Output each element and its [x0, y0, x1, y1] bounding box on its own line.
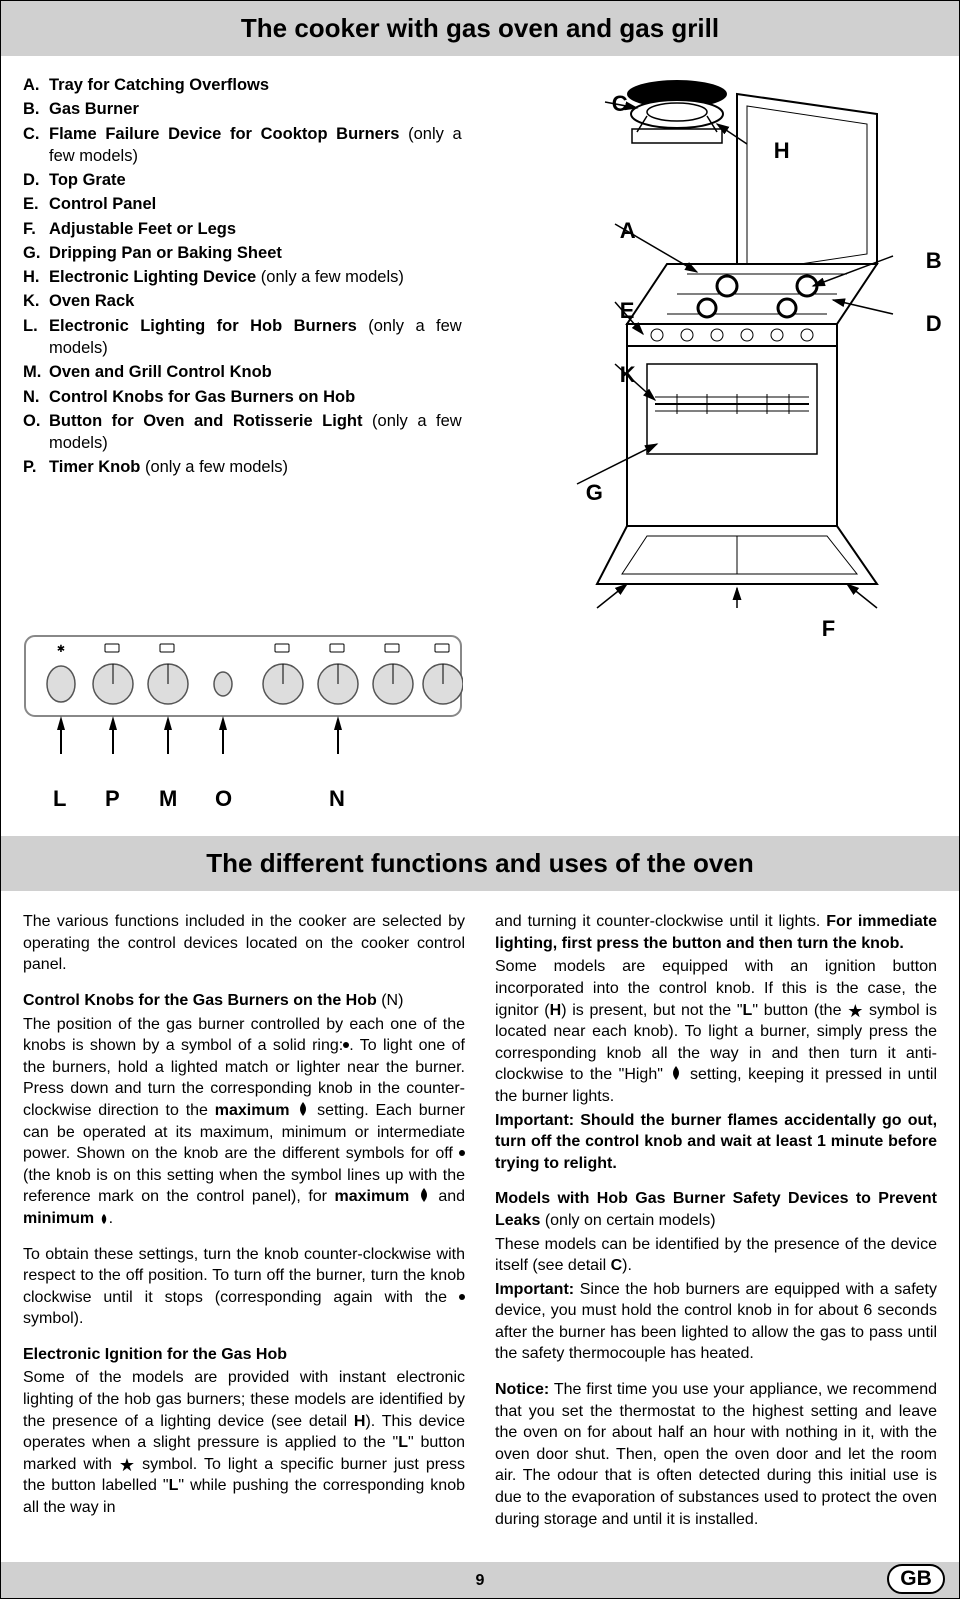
callout-l: L	[53, 784, 66, 814]
parts-row: N.Control Knobs for Gas Burners on Hob	[23, 386, 462, 408]
parts-desc: Flame Failure Device for Cooktop Burners…	[49, 123, 462, 168]
parts-desc: Control Knobs for Gas Burners on Hob	[49, 386, 462, 408]
parts-row: M.Oven and Grill Control Knob	[23, 361, 462, 383]
dot-icon	[459, 1294, 465, 1300]
parts-desc: Oven and Grill Control Knob	[49, 361, 462, 383]
flame-icon	[417, 1187, 431, 1203]
parts-desc: Oven Rack	[49, 290, 462, 312]
parts-label: B.	[23, 98, 49, 120]
parts-desc: Top Grate	[49, 169, 462, 191]
section-title-2: The different functions and uses of the …	[1, 846, 959, 881]
body-text: The various functions included in the co…	[1, 911, 959, 1544]
page-number: 9	[476, 1570, 485, 1592]
parts-label: H.	[23, 266, 49, 288]
parts-row: E.Control Panel	[23, 193, 462, 215]
parts-desc: Adjustable Feet or Legs	[49, 218, 462, 240]
title-bar-2: The different functions and uses of the …	[1, 836, 959, 891]
parts-label: D.	[23, 169, 49, 191]
cooker-svg	[537, 64, 917, 624]
parts-row: B.Gas Burner	[23, 98, 462, 120]
parts-label: P.	[23, 456, 49, 478]
p-knobs: The position of the gas burner controlle…	[23, 1014, 465, 1230]
title-bar-1: The cooker with gas oven and gas grill	[1, 1, 959, 56]
parts-row: O.Button for Oven and Rotisserie Light (…	[23, 410, 462, 455]
parts-label: F.	[23, 218, 49, 240]
callout-e: E	[620, 296, 635, 326]
callout-g: G	[586, 478, 603, 508]
control-panel-area: ✱ L P M O N	[1, 614, 959, 812]
p-ignitor: Some models are equipped with an ignitio…	[495, 956, 937, 1107]
parts-label: C.	[23, 123, 49, 168]
parts-row: H.Electronic Lighting Device (only a few…	[23, 266, 462, 288]
parts-list: A.Tray for Catching OverflowsB.Gas Burne…	[23, 74, 462, 614]
parts-label: G.	[23, 242, 49, 264]
parts-row: P.Timer Knob (only a few models)	[23, 456, 462, 478]
parts-desc: Electronic Lighting for Hob Burners (onl…	[49, 315, 462, 360]
p-intro: The various functions included in the co…	[23, 911, 465, 976]
p-cont: and turning it counter-clockwise until i…	[495, 911, 937, 954]
parts-desc: Control Panel	[49, 193, 462, 215]
h-ignition: Electronic Ignition for the Gas Hob	[23, 1344, 465, 1366]
p-important1: Important: Should the burner flames acci…	[495, 1110, 937, 1175]
flame-small-icon	[99, 1213, 109, 1225]
cooker-diagram: C H A B E D K G F	[492, 74, 937, 614]
callout-a: A	[620, 216, 636, 246]
svg-text:✱: ✱	[57, 644, 65, 655]
parts-label: E.	[23, 193, 49, 215]
footer: 9 GB	[1, 1562, 959, 1598]
callout-b: B	[926, 246, 942, 276]
star-icon: ★	[847, 1002, 863, 1020]
p-settings: To obtain these settings, turn the knob …	[23, 1244, 465, 1330]
parts-desc: Gas Burner	[49, 98, 462, 120]
callout-p: P	[105, 784, 120, 814]
h-control-knobs: Control Knobs for the Gas Burners on the…	[23, 990, 465, 1012]
page-title-1: The cooker with gas oven and gas grill	[1, 11, 959, 46]
callout-d: D	[926, 309, 942, 339]
page: The cooker with gas oven and gas grill A…	[0, 0, 960, 1599]
callout-m: M	[159, 784, 177, 814]
top-section: A.Tray for Catching OverflowsB.Gas Burne…	[1, 74, 959, 614]
panel-labels: L P M O N	[23, 784, 463, 812]
callout-h: H	[774, 136, 790, 166]
parts-row: F.Adjustable Feet or Legs	[23, 218, 462, 240]
flame-icon	[296, 1101, 310, 1117]
p-important2: Important: Since the hob burners are equ…	[495, 1279, 937, 1365]
dot-icon	[459, 1150, 465, 1156]
callout-n: N	[329, 784, 345, 814]
gb-badge: GB	[887, 1564, 945, 1594]
parts-label: L.	[23, 315, 49, 360]
h-safety: Models with Hob Gas Burner Safety Device…	[495, 1188, 937, 1231]
parts-label: K.	[23, 290, 49, 312]
parts-row: L.Electronic Lighting for Hob Burners (o…	[23, 315, 462, 360]
parts-desc: Timer Knob (only a few models)	[49, 456, 462, 478]
parts-row: D.Top Grate	[23, 169, 462, 191]
control-panel-svg: ✱	[23, 634, 463, 784]
callout-k: K	[620, 360, 636, 390]
parts-desc: Button for Oven and Rotisserie Light (on…	[49, 410, 462, 455]
parts-row: C.Flame Failure Device for Cooktop Burne…	[23, 123, 462, 168]
p-ignition: Some of the models are provided with ins…	[23, 1367, 465, 1518]
callout-c: C	[612, 89, 628, 119]
parts-label: M.	[23, 361, 49, 383]
parts-row: A.Tray for Catching Overflows	[23, 74, 462, 96]
parts-label: A.	[23, 74, 49, 96]
parts-row: K.Oven Rack	[23, 290, 462, 312]
parts-row: G.Dripping Pan or Baking Sheet	[23, 242, 462, 264]
flame-icon	[669, 1065, 683, 1081]
parts-label: N.	[23, 386, 49, 408]
col-right: and turning it counter-clockwise until i…	[495, 911, 937, 1544]
star-icon: ★	[119, 1456, 135, 1474]
callout-f: F	[822, 614, 835, 644]
parts-label: O.	[23, 410, 49, 455]
p-notice: Notice: The first time you use your appl…	[495, 1379, 937, 1530]
parts-desc: Electronic Lighting Device (only a few m…	[49, 266, 462, 288]
col-left: The various functions included in the co…	[23, 911, 465, 1544]
parts-desc: Tray for Catching Overflows	[49, 74, 462, 96]
parts-desc: Dripping Pan or Baking Sheet	[49, 242, 462, 264]
callout-o: O	[215, 784, 232, 814]
p-safety1: These models can be identified by the pr…	[495, 1234, 937, 1277]
